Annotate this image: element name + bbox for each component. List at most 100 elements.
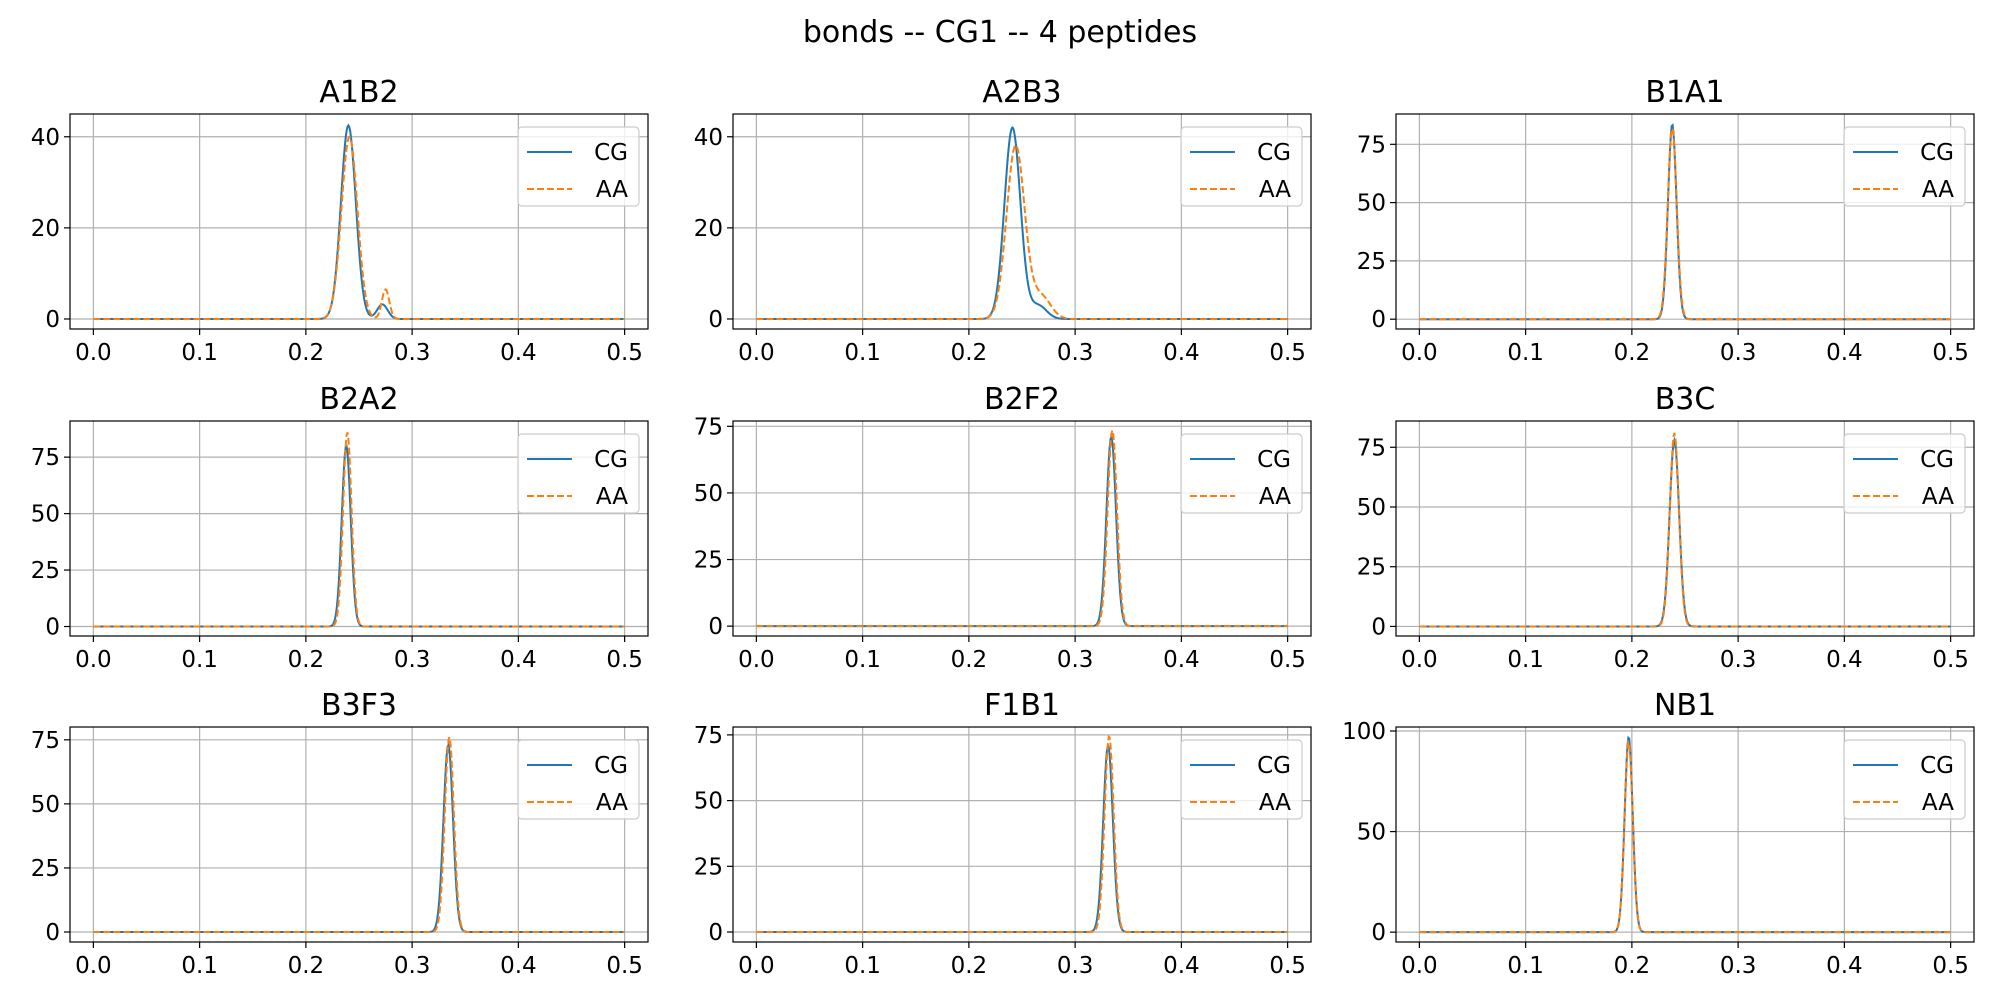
legend-label-cg: CG bbox=[594, 140, 628, 166]
legend: CG AA bbox=[1180, 433, 1303, 514]
axes-frame bbox=[69, 726, 649, 943]
y-tick-label: 25 bbox=[1357, 555, 1386, 581]
y-tick-label: 25 bbox=[694, 854, 723, 880]
y-tick-label: 0 bbox=[45, 307, 60, 333]
legend-label-aa: AA bbox=[1922, 177, 1954, 203]
subplot-a2b3: A2B3 0.0 0.1 0.2 0.3 0.4 0.5 0 20 40 CG AA bbox=[694, 75, 1312, 366]
legend: CG AA bbox=[1843, 433, 1966, 514]
x-tick-label: 0.3 bbox=[1720, 340, 1757, 366]
x-tick-label: 0.5 bbox=[1932, 340, 1969, 366]
x-tick-label: 0.3 bbox=[1720, 953, 1757, 979]
legend-label-cg: CG bbox=[1257, 753, 1291, 779]
legend-box bbox=[1843, 739, 1966, 820]
legend-label-aa: AA bbox=[596, 177, 628, 203]
legend-box bbox=[1180, 433, 1303, 514]
legend-label-aa: AA bbox=[1259, 177, 1291, 203]
y-tick-label: 20 bbox=[694, 216, 723, 242]
legend-label-cg: CG bbox=[1920, 753, 1954, 779]
x-tick-label: 0.1 bbox=[1507, 647, 1544, 673]
x-tick-label: 0.3 bbox=[394, 340, 431, 366]
y-tick-label: 0 bbox=[708, 920, 723, 946]
y-tick-label: 100 bbox=[1342, 719, 1386, 745]
series-line-aa bbox=[93, 737, 625, 934]
x-tick-label: 0.0 bbox=[75, 647, 112, 673]
axes-frame bbox=[732, 726, 1312, 943]
legend-box bbox=[1180, 739, 1303, 820]
legend-label-aa: AA bbox=[596, 790, 628, 816]
legend-box bbox=[1843, 126, 1966, 207]
series-line-aa bbox=[756, 430, 1288, 628]
plot-area bbox=[1419, 432, 1951, 628]
legend-box bbox=[1843, 433, 1966, 514]
subplot-title: B3F3 bbox=[321, 688, 397, 723]
y-tick-label: 75 bbox=[694, 414, 723, 440]
axes-frame bbox=[732, 420, 1312, 637]
x-tick-label: 0.1 bbox=[1507, 953, 1544, 979]
y-tick-label: 50 bbox=[1357, 820, 1386, 846]
legend: CG AA bbox=[1180, 739, 1303, 820]
axes-frame bbox=[1395, 420, 1975, 637]
y-tick-label: 50 bbox=[31, 502, 60, 528]
legend-label-aa: AA bbox=[1259, 484, 1291, 510]
x-tick-label: 0.3 bbox=[1057, 340, 1094, 366]
subplot-nb1: NB1 0.0 0.1 0.2 0.3 0.4 0.5 0 50 100 CG AA bbox=[1342, 688, 1975, 979]
y-tick-label: 40 bbox=[31, 125, 60, 151]
x-tick-label: 0.3 bbox=[1057, 953, 1094, 979]
x-tick-label: 0.2 bbox=[1614, 340, 1651, 366]
subplot-title: B1A1 bbox=[1645, 75, 1724, 110]
axes-frame bbox=[1395, 726, 1975, 943]
y-tick-label: 50 bbox=[1357, 495, 1386, 521]
legend-box bbox=[1180, 126, 1303, 207]
legend-label-aa: AA bbox=[1922, 790, 1954, 816]
subplot-a1b2: A1B2 0.0 0.1 0.2 0.3 0.4 0.5 0 20 40 CG AA bbox=[31, 75, 649, 366]
plot-area bbox=[756, 126, 1288, 320]
y-tick-label: 50 bbox=[694, 481, 723, 507]
x-tick-label: 0.2 bbox=[951, 953, 988, 979]
x-tick-label: 0.1 bbox=[181, 647, 218, 673]
x-tick-label: 0.4 bbox=[1826, 953, 1863, 979]
plot-area bbox=[1419, 123, 1951, 321]
y-tick-label: 75 bbox=[31, 728, 60, 754]
x-tick-label: 0.0 bbox=[1401, 340, 1438, 366]
x-tick-label: 0.2 bbox=[288, 340, 325, 366]
series-line-cg bbox=[756, 126, 1288, 320]
x-tick-label: 0.4 bbox=[500, 953, 537, 979]
x-tick-label: 0.0 bbox=[1401, 647, 1438, 673]
x-tick-label: 0.5 bbox=[606, 953, 643, 979]
plot-area bbox=[93, 737, 625, 934]
subplot-f1b1: F1B1 0.0 0.1 0.2 0.3 0.4 0.5 0 25 50 75 CG AA bbox=[694, 688, 1312, 979]
legend: CG AA bbox=[1843, 126, 1966, 207]
x-tick-label: 0.4 bbox=[1826, 340, 1863, 366]
y-tick-label: 0 bbox=[708, 614, 723, 640]
x-tick-label: 0.0 bbox=[738, 647, 775, 673]
y-tick-label: 50 bbox=[694, 789, 723, 815]
x-tick-label: 0.2 bbox=[951, 647, 988, 673]
x-tick-label: 0.5 bbox=[606, 340, 643, 366]
legend-label-cg: CG bbox=[594, 447, 628, 473]
legend-label-cg: CG bbox=[1257, 140, 1291, 166]
x-tick-label: 0.1 bbox=[1507, 340, 1544, 366]
series-line-aa bbox=[756, 734, 1288, 934]
subplot-title: A2B3 bbox=[982, 75, 1061, 110]
y-tick-label: 0 bbox=[45, 615, 60, 641]
x-tick-label: 0.4 bbox=[500, 340, 537, 366]
subplot-grid: A1B2 0.0 0.1 0.2 0.3 0.4 0.5 0 20 40 CG AA A2B3 0.0 0.… bbox=[31, 75, 1975, 979]
x-tick-label: 0.5 bbox=[606, 647, 643, 673]
legend: CG AA bbox=[517, 739, 640, 820]
subplot-b3f3: B3F3 0.0 0.1 0.2 0.3 0.4 0.5 0 25 50 75 CG AA bbox=[31, 688, 649, 979]
series-line-aa bbox=[1419, 432, 1951, 628]
legend-label-cg: CG bbox=[1257, 447, 1291, 473]
x-tick-label: 0.5 bbox=[1269, 953, 1306, 979]
legend: CG AA bbox=[517, 126, 640, 207]
subplot-title: F1B1 bbox=[984, 688, 1060, 723]
plot-area bbox=[93, 123, 625, 320]
y-tick-label: 50 bbox=[31, 792, 60, 818]
x-tick-label: 0.2 bbox=[288, 953, 325, 979]
x-tick-label: 0.4 bbox=[1163, 340, 1200, 366]
subplot-title: B2A2 bbox=[319, 382, 398, 417]
x-tick-label: 0.5 bbox=[1932, 953, 1969, 979]
x-tick-label: 0.5 bbox=[1269, 647, 1306, 673]
y-tick-label: 0 bbox=[1371, 614, 1386, 640]
x-tick-label: 0.1 bbox=[844, 953, 881, 979]
